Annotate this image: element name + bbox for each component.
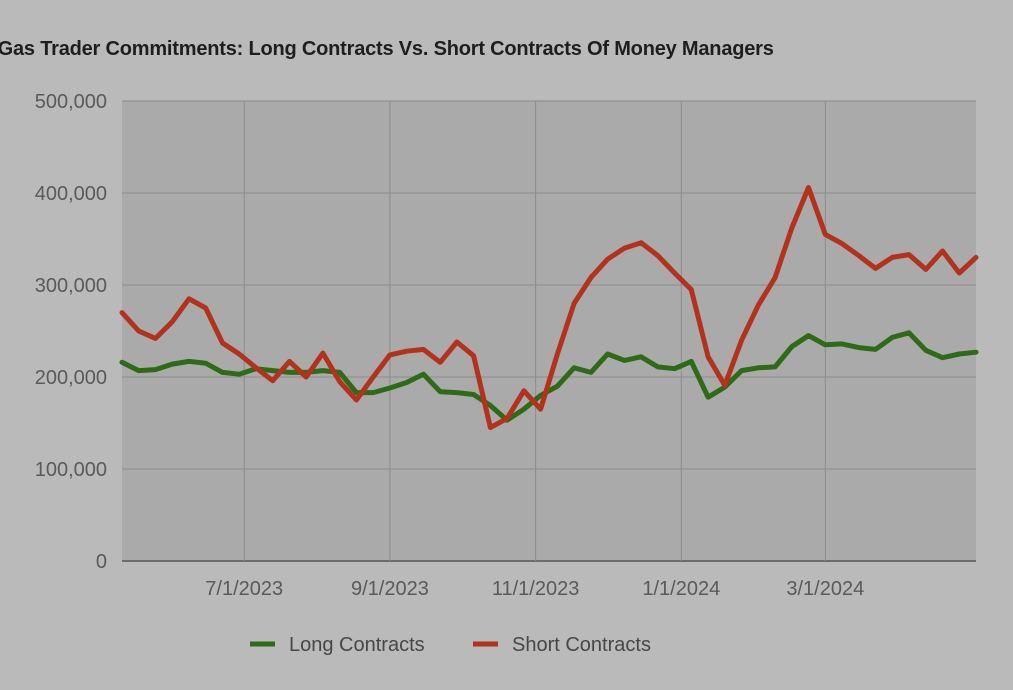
y-tick-label: 200,000: [35, 367, 107, 389]
x-tick-label: 9/1/2023: [351, 578, 429, 600]
y-tick-label: 500,000: [35, 91, 107, 113]
y-axis-ticks: 0 100,000 200,000 300,000 400,000 500,000: [35, 91, 107, 573]
y-tick-label: 400,000: [35, 183, 107, 205]
y-tick-label: 300,000: [35, 275, 107, 297]
x-tick-label: 11/1/2023: [492, 578, 580, 600]
short-contracts-line: [119, 185, 979, 431]
x-tick-label: 7/1/2023: [205, 578, 283, 600]
y-tick-label: 100,000: [35, 459, 107, 481]
legend: Long Contracts Short Contracts: [250, 634, 651, 656]
y-tick-label: 0: [96, 551, 107, 573]
gridlines: [122, 100, 976, 562]
chart-title: al Gas Trader Commitments: Long Contract…: [0, 38, 774, 60]
plot-area: [122, 101, 976, 561]
long-contracts-line: [119, 330, 979, 423]
legend-label: Long Contracts: [289, 634, 425, 656]
legend-label: Short Contracts: [512, 634, 651, 656]
x-tick-label: 3/1/2024: [786, 578, 864, 600]
x-axis-ticks: 7/1/2023 9/1/2023 11/1/2023 1/1/2024 3/1/202…: [205, 578, 864, 600]
series-lines: [119, 185, 979, 431]
x-tick-label: 1/1/2024: [642, 578, 720, 600]
